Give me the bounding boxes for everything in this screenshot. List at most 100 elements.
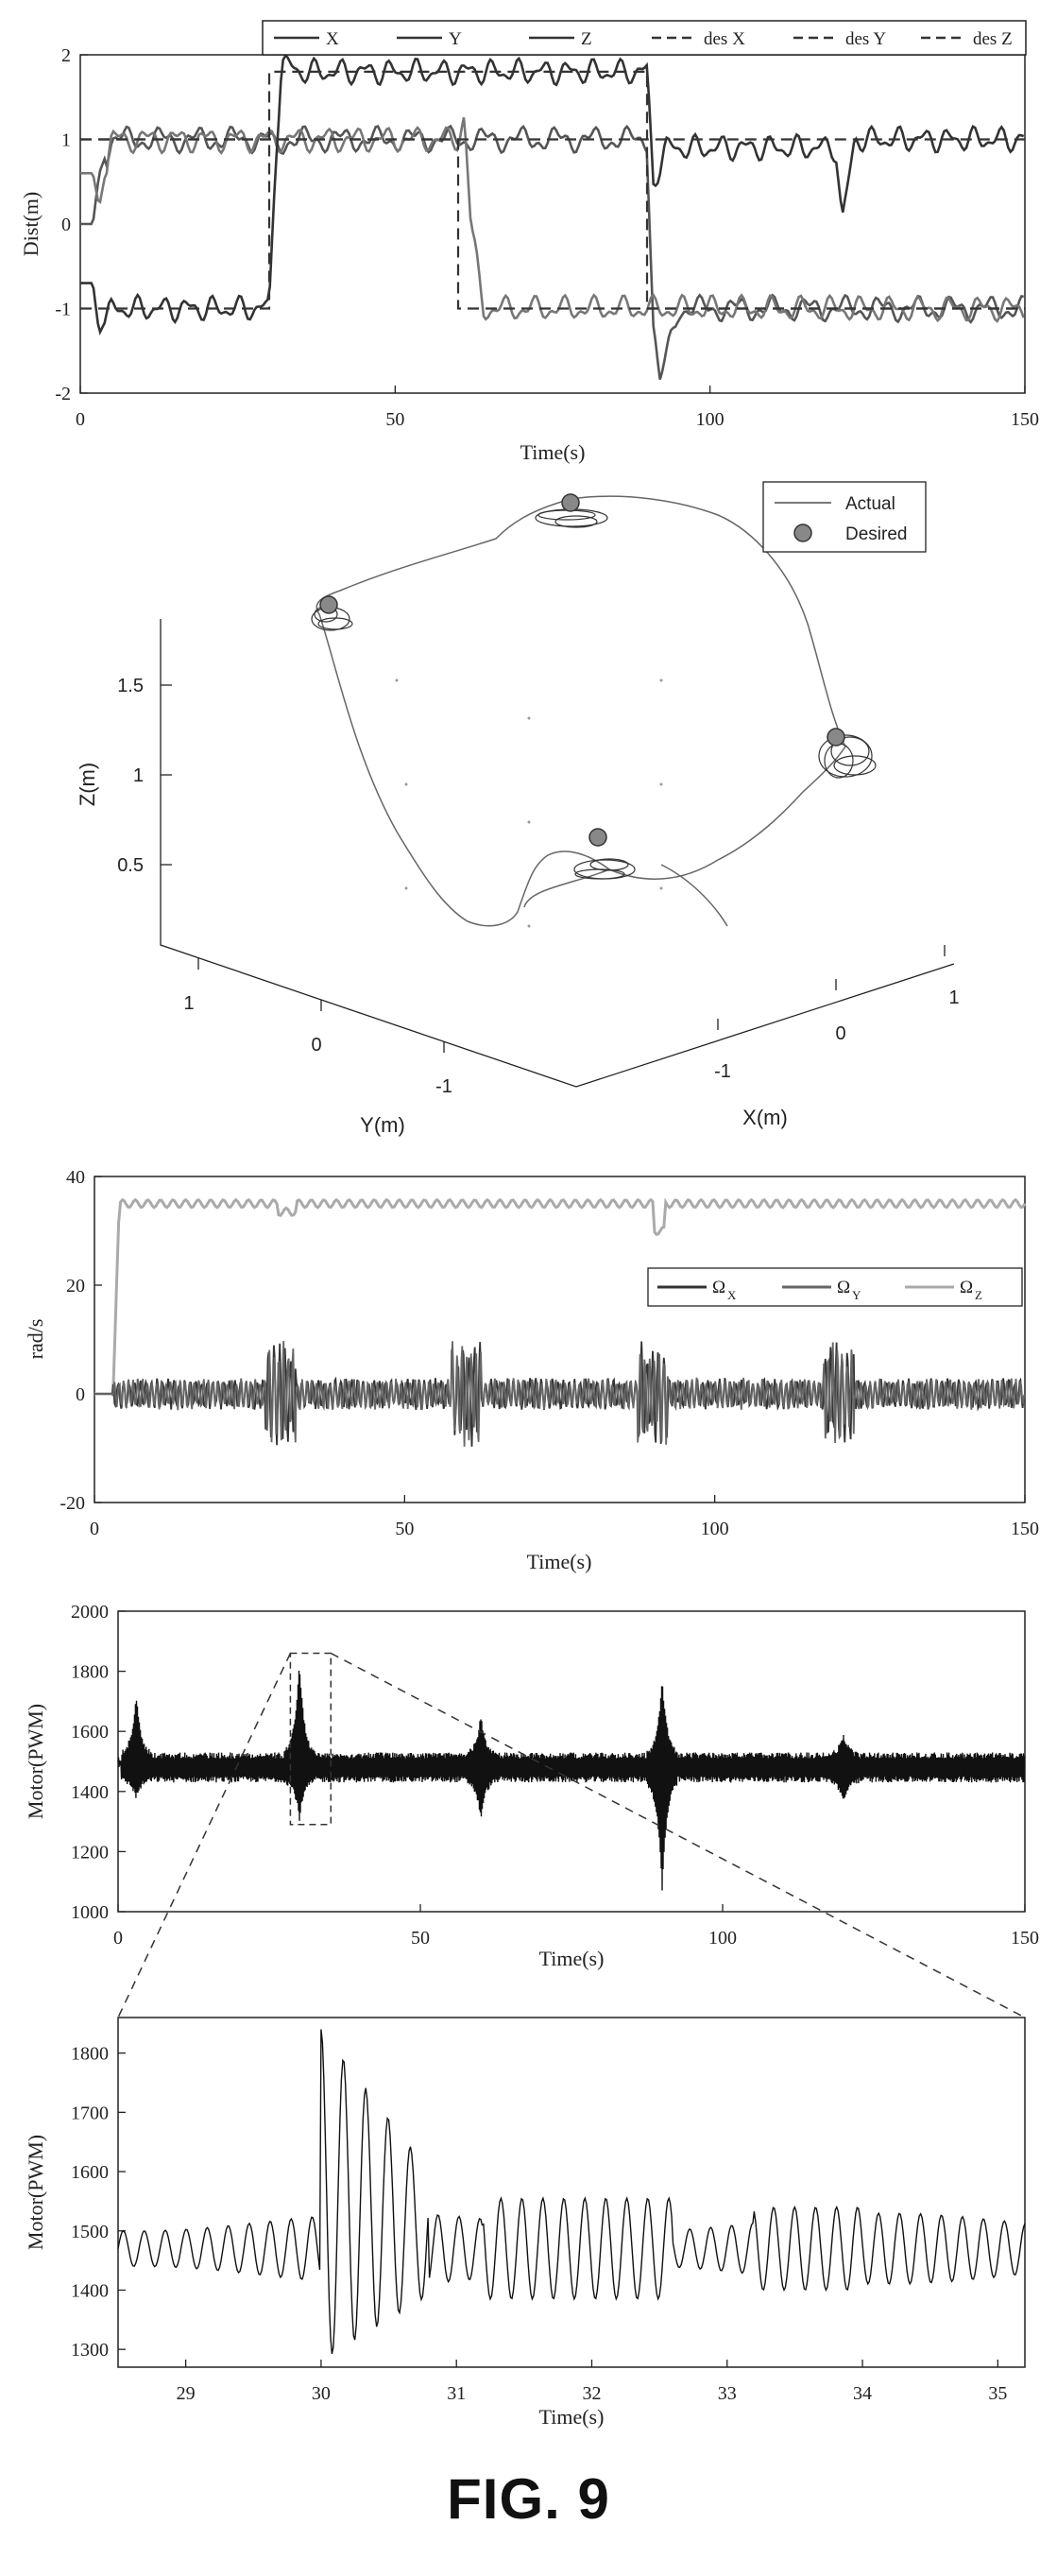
legend-label: X — [326, 29, 339, 49]
x-tick-label: 29 — [177, 2383, 196, 2404]
position-legend-box — [262, 20, 1027, 56]
y-tick-label: 40 — [66, 1167, 85, 1188]
x-tick-label: 1 — [948, 987, 959, 1008]
y-tick-label: 1400 — [71, 1782, 109, 1803]
zoom-box — [289, 1652, 332, 1826]
y-tick-label: 1200 — [71, 1842, 109, 1863]
y-tick-label: 1400 — [71, 2280, 109, 2301]
trajectory-3d-grid — [395, 678, 663, 928]
rates-x-axis-label: Time(s) — [527, 1550, 592, 1573]
position-series — [80, 54, 1025, 380]
legend-label: Y — [449, 29, 462, 49]
x-tick-label: 32 — [582, 2383, 601, 2404]
x-tick-label: 150 — [1011, 1928, 1039, 1949]
legend-label: des Y — [845, 29, 886, 49]
trajectory-tail — [523, 864, 728, 927]
x-tick-label: 35 — [988, 2383, 1007, 2404]
position-ticks: 0 50 100 150 -2 -1 0 1 2 — [55, 45, 1039, 430]
x-tick-label: 50 — [385, 409, 404, 430]
position-plot-frame — [79, 54, 1026, 394]
x-tick-label: -1 — [714, 1061, 731, 1082]
legend-subscript: Y — [852, 1288, 861, 1302]
z-tick-label: 0.5 — [117, 855, 144, 876]
y-tick-label: -1 — [435, 1076, 452, 1097]
motor-x-axis-label: Time(s) — [539, 1947, 605, 1970]
zoom-connector-left — [117, 1653, 292, 2018]
motor-zoom-plot-frame — [117, 2017, 1026, 2368]
y-tick-label: 0 — [61, 215, 71, 235]
y-tick-label: -20 — [60, 1493, 85, 1514]
rates-y-axis-label: rad/s — [24, 1319, 47, 1360]
trajectory-3d-chart: 1.5 1 0.5 Z(m) 1 0 -1 Y(m) -1 0 1 X(m) — [76, 481, 960, 1137]
series-z — [80, 54, 1025, 336]
y-tick-label: 1 — [183, 993, 194, 1014]
z-tick-label: 1.5 — [117, 676, 144, 696]
legend-label: des X — [704, 29, 745, 49]
x-tick-label: 50 — [395, 1519, 414, 1539]
series-x — [80, 124, 1024, 380]
x-tick-label: 50 — [411, 1928, 430, 1949]
y-tick-label: 1700 — [71, 2103, 109, 2123]
figure-label: FIG. 9 — [447, 2467, 610, 2531]
actual-trajectory — [315, 495, 846, 927]
motor-zoom-series — [117, 2029, 1026, 2355]
y-tick-label: 1600 — [71, 1722, 109, 1743]
x-tick-label: 34 — [853, 2383, 872, 2404]
z-tick-label: 1 — [133, 765, 144, 786]
legend-subscript: Z — [975, 1288, 982, 1302]
y-tick-label: 1800 — [71, 2044, 109, 2065]
series-motor — [117, 1670, 1026, 1891]
desired-points — [319, 493, 845, 847]
y-tick-label: 2000 — [71, 1602, 109, 1623]
motor-zoom-y-axis-label: Motor(PWM) — [24, 2135, 47, 2250]
x-tick-label: 100 — [708, 1928, 737, 1949]
x-tick-label: 0 — [90, 1519, 99, 1539]
series-des-z — [80, 70, 1025, 310]
motor-zoom-ticks: 29 30 31 32 33 34 35 1300 1400 1500 1600 1700 1800 — [71, 2044, 1007, 2404]
motor-ticks: 0 50 100 150 1000 1200 1400 1600 1800 2000 — [71, 1602, 1039, 1949]
x-tick-label: 100 — [696, 409, 725, 430]
motor-chart: 0 50 100 150 1000 1200 1400 1600 1800 2000 Time(s… — [24, 1602, 1039, 2018]
y-tick-label: 1000 — [71, 1902, 109, 1923]
rates-plot-frame — [94, 1176, 1026, 1503]
y-tick-label: 1 — [61, 130, 71, 151]
trajectory-legend: Actual Desired — [762, 481, 927, 553]
zoom-connector-right — [330, 1652, 1026, 2018]
y-tick-label: 0 — [311, 1035, 321, 1056]
motor-series — [117, 1670, 1026, 1891]
y-tick-label: 1800 — [71, 1662, 109, 1683]
legend-label: Ω — [837, 1278, 850, 1297]
motor-zoom-chart: 29 30 31 32 33 34 35 1300 1400 1500 1600 1700 1800 T… — [24, 2017, 1026, 2429]
legend-actual: Actual — [845, 494, 895, 514]
motor-y-axis-label: Motor(PWM) — [24, 1704, 47, 1819]
motor-zoom-x-axis-label: Time(s) — [539, 2405, 605, 2429]
zoom-indicator — [117, 1652, 1026, 2018]
y-tick-label: -2 — [55, 384, 71, 404]
series-des-x — [80, 138, 1025, 310]
legend-desired: Desired — [845, 524, 907, 544]
y-axis-label: Y(m) — [360, 1113, 405, 1137]
position-y-axis-label: Dist(m) — [19, 192, 43, 256]
z-axis-label: Z(m) — [76, 763, 99, 806]
x-tick-label: 30 — [312, 2383, 331, 2404]
series-motor-zoom — [117, 2029, 1026, 2355]
x-tick-label: 33 — [718, 2383, 737, 2404]
legend-label: Ω — [960, 1278, 973, 1297]
series-des-y — [80, 138, 1025, 310]
hover-cluster — [311, 508, 877, 880]
x-tick-label: 0 — [76, 409, 85, 430]
x-tick-label: 0 — [835, 1023, 845, 1044]
rates-series — [94, 1197, 1027, 1447]
y-tick-label: -1 — [55, 300, 71, 320]
legend-subscript: X — [727, 1288, 737, 1302]
y-tick-label: 1300 — [71, 2340, 109, 2361]
position-x-axis-label: Time(s) — [520, 440, 586, 464]
x-tick-label: 150 — [1011, 409, 1039, 430]
series-omega-z — [94, 1197, 1027, 1396]
